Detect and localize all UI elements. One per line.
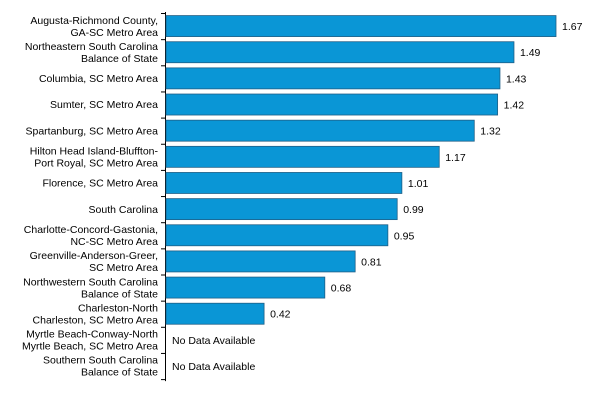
category-label: Southern South Carolina Balance of State [43,355,158,379]
category-label: South Carolina [89,204,159,216]
category-label: Hilton Head Island-Bluffton-Port Royal, … [30,146,159,170]
category-label: Spartanburg, SC Metro Area [26,125,159,137]
bar [165,198,398,221]
data-label: 0.68 [331,283,352,295]
data-label: 1.42 [504,100,525,112]
bar [165,41,515,64]
bar [165,119,475,142]
category-label: Greenville-Anderson-Greer, SC Metro Area [30,250,159,274]
category-label: Charlotte-Concord-Gastonia, NC-SC Metro A… [24,224,158,248]
data-label: 1.01 [408,178,429,190]
data-label: 0.42 [270,309,291,321]
bar [165,224,389,247]
bar [165,15,557,37]
category-label: Northeastern South Carolina Balance of St… [25,41,158,65]
category-label: Charleston-North Charleston, SC Metro Are… [33,302,159,326]
bar [165,145,440,168]
bar [165,67,501,90]
data-label: 1.43 [506,73,527,85]
data-label: 1.32 [480,126,501,138]
data-label: No Data Available [172,335,255,347]
category-label: Sumter, SC Metro Area [50,99,158,111]
category-label: Myrtle Beach-Conway-North Myrtle Beach, S… [22,329,158,353]
data-label: No Data Available [172,361,255,373]
data-label: 0.81 [361,256,382,268]
bar [165,276,326,299]
bar [165,172,403,194]
bar [165,250,356,273]
category-label: Augusta-Richmond County, GA-SC Metro Area [30,15,158,39]
data-label: 1.67 [562,21,583,33]
category-label: Northwestern South Carolina Balance of St… [23,276,158,300]
data-label: 0.95 [394,230,415,242]
data-label: 1.49 [520,47,541,59]
bar [165,302,265,325]
data-label: 1.17 [445,152,466,164]
bar [165,93,499,116]
category-label: Columbia, SC Metro Area [39,73,158,85]
category-label: Florence, SC Metro Area [42,178,158,190]
data-label: 0.99 [403,204,424,216]
